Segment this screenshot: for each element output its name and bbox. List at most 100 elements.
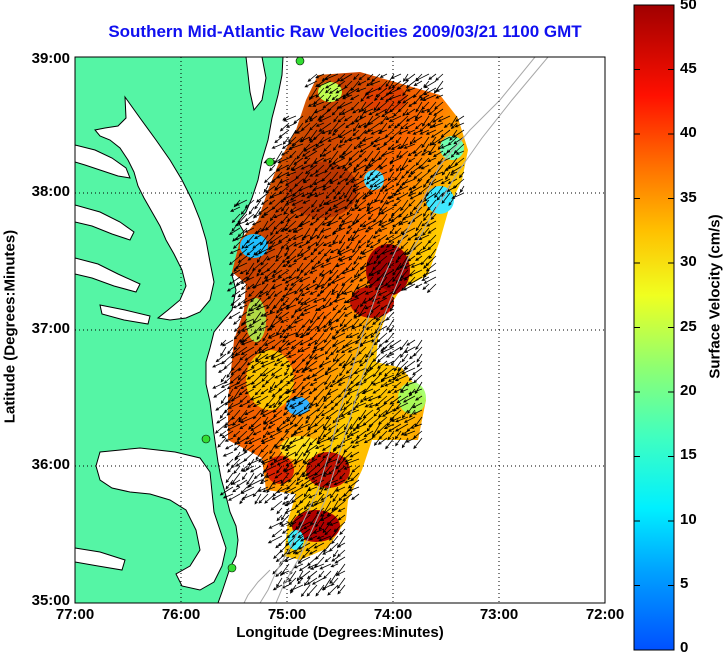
velocity-arrow: [388, 325, 395, 333]
velocity-arrow: [322, 549, 332, 555]
velocity-arrow: [262, 367, 276, 377]
velocity-arrow: [355, 87, 367, 93]
velocity-arrow: [240, 416, 255, 424]
plot-frame: [74, 56, 606, 604]
velocity-arrow: [309, 514, 318, 526]
velocity-arrow: [395, 255, 402, 264]
velocity-arrow: [273, 395, 283, 409]
velocity-arrow: [408, 388, 423, 395]
velocity-arrow: [293, 241, 304, 247]
velocity-arrow: [398, 129, 409, 135]
velocity-arrow: [350, 178, 360, 183]
colorbar-tick-label: 0: [680, 639, 689, 656]
velocity-arrow: [359, 220, 367, 228]
velocity-arrow: [320, 262, 332, 268]
velocity-arrow: [299, 136, 311, 142]
velocity-arrow: [338, 150, 346, 159]
velocity-arrow: [301, 192, 311, 197]
velocity-arrow: [335, 262, 346, 268]
velocity-arrow: [234, 220, 248, 227]
velocity-arrow: [303, 402, 311, 411]
velocity-arrow: [316, 458, 325, 467]
velocity-arrow: [314, 283, 325, 290]
velocity-arrow: [420, 108, 430, 113]
velocity-arrow: [237, 416, 248, 423]
velocity-arrow: [297, 395, 311, 405]
velocity-arrow: [390, 416, 402, 422]
velocity-arrow: [305, 283, 318, 290]
velocity-arrow: [394, 430, 402, 440]
velocity-arrow: [325, 199, 339, 205]
velocity-arrow: [401, 213, 416, 220]
velocity-arrow: [362, 220, 374, 228]
velocity-arrow: [309, 332, 318, 341]
radar-site-marker: [201, 434, 211, 444]
velocity-arrow: [349, 451, 360, 458]
velocity-arrow: [364, 304, 374, 310]
velocity-arrow: [329, 381, 339, 388]
velocity-arrow: [261, 374, 269, 382]
velocity-arrow: [385, 115, 395, 120]
velocity-arrow: [300, 479, 311, 487]
velocity-arrow: [267, 388, 276, 393]
velocity-arrow: [241, 241, 248, 250]
velocity-arrow: [346, 430, 353, 439]
velocity-arrow: [415, 255, 423, 262]
colorbar-tick-label: 5: [680, 575, 689, 592]
velocity-arrow: [325, 409, 339, 420]
velocity-arrow: [296, 570, 304, 582]
velocity-arrow: [232, 430, 241, 438]
velocity-arrow: [302, 199, 311, 204]
velocity-arrow: [223, 423, 234, 428]
velocity-arrow: [260, 199, 269, 205]
velocity-arrow: [338, 234, 346, 245]
velocity-arrow: [403, 416, 416, 423]
velocity-arrow: [402, 94, 416, 104]
velocity-arrow: [230, 367, 241, 376]
velocity-arrow: [289, 374, 304, 382]
velocity-arrow: [319, 199, 325, 208]
velocity-arrow: [250, 360, 262, 369]
velocity-arrow: [253, 472, 262, 480]
velocity-arrow: [233, 339, 241, 351]
velocity-arrow: [344, 339, 360, 347]
velocity-arrow: [351, 283, 360, 296]
velocity-arrow: [323, 423, 332, 431]
velocity-arrow: [378, 164, 388, 170]
velocity-arrow: [251, 283, 262, 289]
velocity-arrow: [431, 122, 444, 128]
velocity-arrow: [285, 178, 297, 186]
velocity-arrow: [227, 346, 234, 355]
velocity-arrow: [244, 409, 255, 416]
velocity-arrow: [301, 150, 311, 157]
velocity-arrow: [403, 262, 416, 269]
velocity-arrow: [271, 479, 283, 485]
velocity-arrow: [379, 94, 388, 101]
velocity-arrow: [387, 122, 395, 129]
velocity-arrow: [329, 521, 339, 526]
velocity-arrow: [265, 283, 276, 297]
velocity-arrow: [370, 269, 381, 276]
velocity-arrow: [423, 213, 430, 222]
velocity-arrow: [297, 304, 311, 312]
radar-site-marker: [227, 563, 237, 573]
velocity-arrow: [351, 325, 360, 330]
velocity-arrow: [259, 479, 269, 484]
velocity-arrow: [403, 73, 409, 82]
velocity-arrow: [320, 339, 332, 352]
velocity-arrow: [288, 577, 297, 586]
velocity-arrow: [287, 234, 297, 242]
velocity-arrow: [358, 318, 367, 327]
velocity-arrow: [315, 73, 325, 79]
velocity-arrow: [337, 451, 346, 465]
velocity-arrow: [352, 423, 360, 432]
velocity-arrow: [399, 150, 409, 159]
velocity-arrow: [225, 479, 234, 490]
velocity-arrow: [258, 493, 269, 504]
velocity-arrow: [384, 381, 395, 387]
velocity-arrow: [326, 220, 339, 227]
velocity-arrow: [301, 381, 311, 390]
velocity-arrow: [413, 171, 423, 180]
velocity-arrow: [305, 115, 311, 124]
velocity-arrow: [333, 115, 339, 123]
